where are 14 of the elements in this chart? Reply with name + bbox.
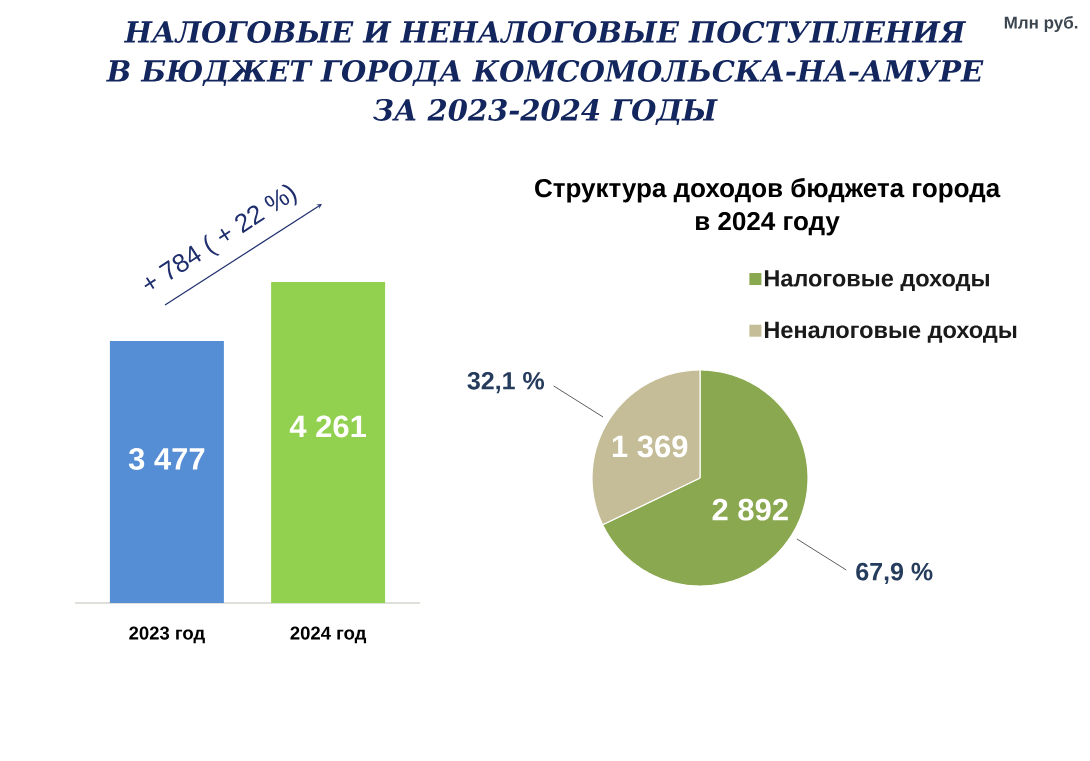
legend-label: Неналоговые доходы xyxy=(764,321,1017,343)
x-tick-label: 2024 год xyxy=(290,626,367,644)
text: Млн руб. xyxy=(1004,16,1078,33)
data-label: 2 892 xyxy=(712,498,788,521)
text: 32,1 % xyxy=(467,371,545,394)
data-label: 1 369 xyxy=(612,435,688,458)
annotation: + 784 ( + 22 %) xyxy=(144,184,297,289)
text: НАЛОГОВЫЕ И НЕНАЛОГОВЫЕ ПОСТУПЛЕНИЯ В БЮДЖЕТ ГОРОДА КОМСОМОЛЬСКА-НА-АМУРЕ ЗА 2023-2024 ГОДЫ xyxy=(106,20,984,126)
chart-title: Структура доходов бюджета города в 2024 году xyxy=(535,178,1001,236)
text: 67,9 % xyxy=(856,562,933,585)
data-label: 4 261 xyxy=(289,415,366,438)
x-tick-label: 2023 год xyxy=(129,626,205,644)
legend-label: Налоговые доходы xyxy=(764,270,989,292)
data-label: 3 477 xyxy=(128,447,205,470)
